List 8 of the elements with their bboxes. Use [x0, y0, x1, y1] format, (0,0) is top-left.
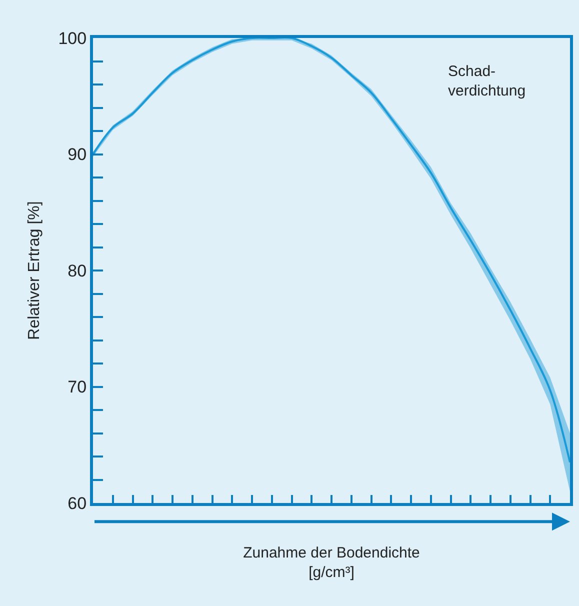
y-tick-label: 90	[68, 145, 87, 164]
y-tick-label: 70	[68, 378, 87, 397]
y-tick-label: 80	[68, 261, 87, 280]
y-axis-title: Relativer Ertrag [%]	[26, 201, 44, 340]
x-axis-title: Zunahme der Bodendichte [g/cm³]	[243, 544, 420, 581]
annotation: Schad- verdichtung	[448, 63, 526, 100]
y-tick-label: 100	[58, 28, 87, 48]
y-tick-label: 60	[68, 494, 87, 513]
